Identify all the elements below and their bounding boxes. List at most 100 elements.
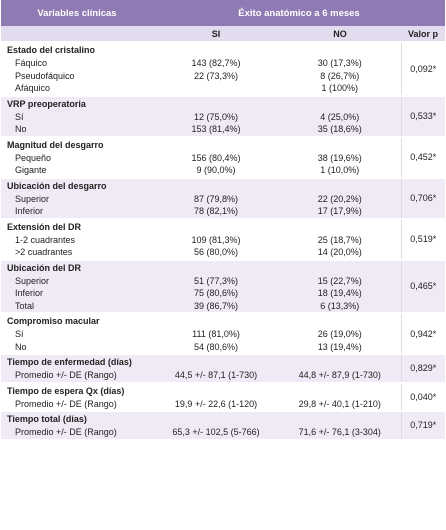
group-title: Magnitud del desgarro: [1, 135, 153, 152]
si-value: 111 (81,0%): [153, 328, 279, 341]
row-label: Pseudofáquico: [1, 69, 153, 82]
si-value: 22 (73,3%): [153, 69, 279, 82]
table-row: No 153 (81,4%) 35 (18,6%): [1, 123, 445, 137]
no-value: 15 (22,7%): [279, 274, 401, 287]
p-value-cell: 0,719*: [400, 410, 445, 439]
no-value: 71,6 +/- 76,1 (3-304): [279, 426, 401, 439]
table-row: Superior 51 (77,3%) 15 (22,7%): [1, 274, 445, 287]
table-row: Inferior 75 (80,6%) 18 (19,4%): [1, 287, 445, 300]
p-value-cell: 0,040*: [400, 381, 445, 411]
row-label: Inferior: [1, 205, 153, 219]
table-subheader-row: SI NO Valor p: [1, 26, 445, 42]
p-value-cell: 0,452*: [400, 135, 445, 178]
si-value: 51 (77,3%): [153, 274, 279, 287]
no-value: 38 (19,6%): [279, 151, 401, 164]
group-title-row: Tiempo de enfermedad (días) 0,829*: [1, 353, 445, 383]
si-value: 143 (82,7%): [153, 57, 279, 70]
p-value-cell: 0,942*: [400, 312, 445, 354]
no-value: 17 (17,9%): [279, 205, 401, 219]
table-row: Afáquico 1 (100%): [1, 82, 445, 96]
table-row: Inferior 78 (82,1%) 17 (17,9%): [1, 205, 445, 219]
table-row: Pequeño 156 (80,4%) 38 (19,6%): [1, 151, 445, 164]
clinical-variables-table: Variables clínicas Éxito anatómico a 6 m…: [1, 0, 445, 439]
si-value: 65,3 +/- 102,5 (5-766): [153, 426, 279, 439]
si-value: 19,9 +/- 22,6 (1-120): [153, 397, 279, 411]
si-value: 109 (81,3%): [153, 233, 279, 246]
group-title-row: Extensión del DR 0,519*: [1, 217, 445, 260]
table-row: Total 39 (86,7%) 6 (13,3%): [1, 299, 445, 313]
no-value: 35 (18,6%): [279, 123, 401, 137]
row-label: No: [1, 123, 153, 137]
group-title-row: Tiempo total (días) 0,719*: [1, 410, 445, 439]
no-value: 22 (20,2%): [279, 192, 401, 205]
si-value: 87 (79,8%): [153, 192, 279, 205]
no-value: 44,8 +/- 87,9 (1-730): [279, 369, 401, 383]
row-label: Fáquico: [1, 57, 153, 70]
table-row: No 54 (80,6%) 13 (19,4%): [1, 340, 445, 354]
group-title: Estado del cristalino: [1, 41, 153, 57]
row-label: Sí: [1, 110, 153, 123]
row-label: Sí: [1, 328, 153, 341]
group-title: Tiempo total (días): [1, 410, 153, 426]
si-value: 12 (75,0%): [153, 110, 279, 123]
table-row: Sí 111 (81,0%) 26 (19,0%): [1, 328, 445, 341]
row-label: Inferior: [1, 287, 153, 300]
group-title: Ubicación del DR: [1, 258, 153, 275]
si-value: 56 (80,0%): [153, 246, 279, 260]
no-value: 6 (13,3%): [279, 299, 401, 313]
si-value: 75 (80,6%): [153, 287, 279, 300]
row-label: Total: [1, 299, 153, 313]
group-title: Tiempo de espera Qx (días): [1, 381, 153, 398]
group-title: VRP preoperatoria: [1, 94, 153, 111]
row-label: Superior: [1, 274, 153, 287]
group-title: Extensión del DR: [1, 217, 153, 234]
no-value: 1 (10,0%): [279, 164, 401, 178]
si-value: 9 (90,0%): [153, 164, 279, 178]
si-value: 54 (80,6%): [153, 340, 279, 354]
si-value: 78 (82,1%): [153, 205, 279, 219]
subheader-no: NO: [279, 26, 401, 42]
row-label: Afáquico: [1, 82, 153, 96]
group-title-row: Magnitud del desgarro 0,452*: [1, 135, 445, 178]
p-value-cell: 0,465*: [400, 258, 445, 313]
si-value: [153, 82, 279, 96]
group-title-row: Ubicación del DR 0,465*: [1, 258, 445, 313]
table-header-row: Variables clínicas Éxito anatómico a 6 m…: [1, 0, 445, 26]
no-value: 26 (19,0%): [279, 328, 401, 341]
p-value-cell: 0,533*: [400, 94, 445, 137]
row-label: Gigante: [1, 164, 153, 178]
no-value: 18 (19,4%): [279, 287, 401, 300]
group-title-row: Tiempo de espera Qx (días) 0,040*: [1, 381, 445, 411]
row-label: No: [1, 340, 153, 354]
table-row: >2 cuadrantes 56 (80,0%) 14 (20,0%): [1, 246, 445, 260]
p-value-cell: 0,706*: [400, 176, 445, 219]
header-variables: Variables clínicas: [1, 0, 153, 26]
subheader-p-value: Valor p: [401, 26, 445, 42]
si-value: 153 (81,4%): [153, 123, 279, 137]
subheader-si: SI: [153, 26, 279, 42]
table-row: 1-2 cuadrantes 109 (81,3%) 25 (18,7%): [1, 233, 445, 246]
row-label: Promedio +/- DE (Rango): [1, 369, 153, 383]
group-title-row: Ubicación del desgarro 0,706*: [1, 176, 445, 219]
row-label: >2 cuadrantes: [1, 246, 153, 260]
table-row: Promedio +/- DE (Rango) 65,3 +/- 102,5 (5…: [1, 426, 445, 439]
table-row: Pseudofáquico 22 (73,3%) 8 (26,7%): [1, 69, 445, 82]
no-value: 8 (26,7%): [279, 69, 401, 82]
no-value: 30 (17,3%): [279, 57, 401, 70]
group-title-row: VRP preoperatoria 0,533*: [1, 94, 445, 137]
p-value-cell: 0,092*: [400, 41, 445, 96]
header-outcome: Éxito anatómico a 6 meses: [153, 0, 445, 26]
row-label: Superior: [1, 192, 153, 205]
no-value: 4 (25,0%): [279, 110, 401, 123]
group-title-row: Estado del cristalino 0,092*: [1, 41, 445, 96]
no-value: 13 (19,4%): [279, 340, 401, 354]
table-row: Fáquico 143 (82,7%) 30 (17,3%): [1, 57, 445, 70]
no-value: 29,8 +/- 40,1 (1-210): [279, 397, 401, 411]
table-row: Sí 12 (75,0%) 4 (25,0%): [1, 110, 445, 123]
p-value-cell: 0,519*: [400, 217, 445, 260]
si-value: 39 (86,7%): [153, 299, 279, 313]
table-row: Superior 87 (79,8%) 22 (20,2%): [1, 192, 445, 205]
group-title: Ubicación del desgarro: [1, 176, 153, 193]
row-label: Promedio +/- DE (Rango): [1, 397, 153, 411]
